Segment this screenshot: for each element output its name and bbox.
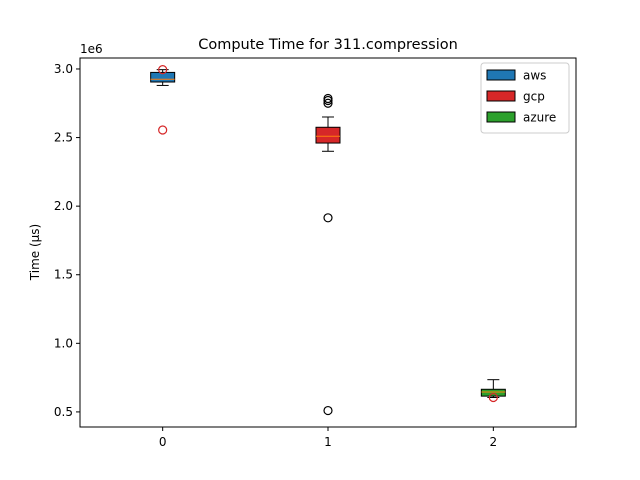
outlier-point xyxy=(488,392,498,403)
legend-label-aws: aws xyxy=(523,69,546,83)
x-tick-label: 2 xyxy=(490,435,498,449)
y-tick-label: 1.5 xyxy=(54,268,73,282)
y-tick-label: 1.0 xyxy=(54,336,73,350)
outlier-point xyxy=(158,65,168,75)
plot-area: 0.5 1.0 1.5 2.0 2.5 3.0 0 1 2 xyxy=(54,62,506,449)
legend-swatch-azure xyxy=(486,111,516,123)
legend-swatch-gcp xyxy=(486,90,516,102)
box-body xyxy=(315,126,341,144)
box-gcp xyxy=(315,93,341,416)
box-aws xyxy=(150,65,176,135)
legend-swatch-aws xyxy=(486,69,516,81)
x-tick-label: 0 xyxy=(159,435,167,449)
outlier-point xyxy=(323,405,333,416)
box-body xyxy=(480,388,506,397)
y-tick-label: 0.5 xyxy=(54,405,73,419)
chart-title: Compute Time for 311.compression xyxy=(198,37,458,53)
y-tick-label: 2.5 xyxy=(54,131,73,145)
legend-label-gcp: gcp xyxy=(523,90,545,104)
legend: aws gcp azure xyxy=(480,62,570,134)
y-axis-offset-label: 1e6 xyxy=(80,42,103,56)
box-azure xyxy=(480,379,506,403)
legend-label-azure: azure xyxy=(523,111,556,125)
outlier-point xyxy=(323,98,333,108)
box-body xyxy=(150,71,176,83)
x-tick-label: 1 xyxy=(324,435,332,449)
axes-frame xyxy=(79,57,577,428)
outlier-point xyxy=(323,93,333,104)
y-tick-label: 3.0 xyxy=(54,62,73,76)
outlier-point xyxy=(158,125,168,135)
y-axis-label: Time (µs) xyxy=(28,224,42,281)
y-tick-label: 2.0 xyxy=(54,199,73,213)
outlier-point xyxy=(323,213,333,223)
